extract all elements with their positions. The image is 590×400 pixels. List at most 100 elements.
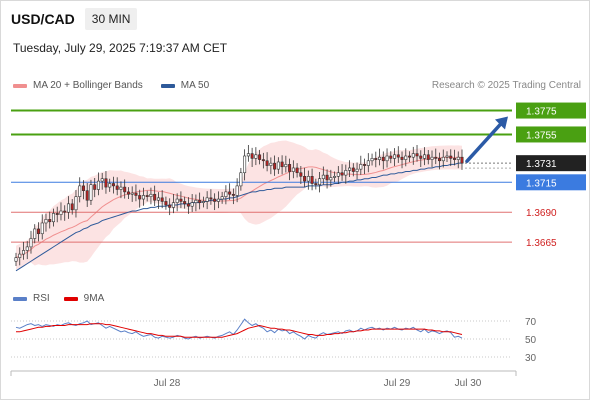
candle-body xyxy=(138,195,142,200)
candle-body xyxy=(44,219,48,224)
candle xyxy=(389,151,393,164)
current-price-bg xyxy=(516,155,586,172)
rsi-tick-label: 30 xyxy=(525,353,537,364)
candle-body xyxy=(250,153,254,159)
candle xyxy=(29,230,33,254)
candle-body xyxy=(40,222,44,235)
candle-body xyxy=(70,203,74,211)
candle-body xyxy=(408,155,412,158)
candle-body xyxy=(145,195,149,197)
candle xyxy=(239,167,243,191)
candle xyxy=(378,148,382,166)
legend-rsi-ma: 9MA xyxy=(63,293,105,304)
candle xyxy=(186,197,190,214)
candle-body xyxy=(336,172,340,177)
candle-body xyxy=(381,156,385,162)
candle xyxy=(205,191,209,210)
timeframe-badge[interactable]: 30 MIN xyxy=(84,8,138,30)
level-label-bg-1 xyxy=(516,126,586,143)
rsi-ma-line xyxy=(16,323,463,338)
legend-ma50-label: MA 50 xyxy=(180,80,210,91)
candle xyxy=(111,176,115,194)
candle-body xyxy=(85,190,89,201)
candle-body xyxy=(404,155,408,160)
candle xyxy=(48,211,52,229)
candle-body xyxy=(393,154,397,159)
candle-body xyxy=(288,164,292,172)
candle xyxy=(104,171,108,194)
candle-body xyxy=(269,162,273,166)
candle xyxy=(456,151,460,169)
candle xyxy=(100,172,104,190)
candle xyxy=(243,149,247,181)
candle xyxy=(404,148,408,167)
candle xyxy=(108,178,112,192)
legend-ma50-swatch xyxy=(160,83,175,88)
candle xyxy=(445,151,449,162)
candle xyxy=(89,179,93,206)
level-label-3: 1.3690 xyxy=(526,208,557,219)
candle xyxy=(441,149,445,168)
candle-body xyxy=(400,156,404,160)
chart-header: USD/CAD 30 MIN xyxy=(11,8,138,30)
candle-body xyxy=(36,228,40,235)
candle-body xyxy=(265,160,269,166)
candle-body xyxy=(423,154,427,159)
rsi-legend: RSI 9MA xyxy=(13,293,118,304)
candle-body xyxy=(385,155,389,162)
candle xyxy=(145,190,149,202)
candle-body xyxy=(130,192,134,195)
candle xyxy=(280,155,284,175)
candle-body xyxy=(186,203,190,207)
candle-body xyxy=(14,257,18,262)
candle-body xyxy=(134,192,138,196)
candle xyxy=(246,144,250,162)
candle-body xyxy=(449,155,453,159)
candle-body xyxy=(33,228,37,239)
rsi-tick-label: 70 xyxy=(525,317,537,328)
candle xyxy=(201,196,205,208)
candle xyxy=(51,208,55,227)
candle-body xyxy=(183,201,187,205)
candle xyxy=(70,199,74,215)
forecast-arrow-shaft xyxy=(465,120,504,163)
candle xyxy=(59,202,63,221)
bollinger-band xyxy=(16,140,462,270)
legend-rsi-swatch xyxy=(13,296,27,301)
candle-body xyxy=(445,155,449,158)
candle xyxy=(254,147,258,166)
legend-rsi-ma-label: 9MA xyxy=(83,293,105,304)
candle xyxy=(325,169,329,189)
candle xyxy=(153,185,157,206)
candle xyxy=(430,150,434,168)
candle xyxy=(381,151,385,170)
candle xyxy=(216,191,220,209)
candle xyxy=(228,183,232,201)
candle-body xyxy=(333,176,337,178)
candle xyxy=(276,157,280,174)
level-label-0: 1.3775 xyxy=(526,107,557,118)
candle xyxy=(141,187,145,206)
candle xyxy=(321,166,325,185)
forecast-arrow-head xyxy=(495,116,508,130)
candle xyxy=(21,241,25,260)
candle-body xyxy=(66,203,70,213)
candle-body xyxy=(126,191,130,195)
candle-body xyxy=(198,199,202,203)
candle-body xyxy=(213,198,217,202)
candle xyxy=(261,152,265,169)
candle xyxy=(55,206,59,223)
candle xyxy=(183,196,187,209)
candle-body xyxy=(419,155,423,159)
candle xyxy=(348,160,352,178)
candle xyxy=(149,187,153,205)
candle xyxy=(318,172,322,193)
candle xyxy=(438,152,442,170)
candle xyxy=(198,192,202,210)
candle xyxy=(333,171,337,183)
candle-body xyxy=(246,153,250,157)
candle xyxy=(14,252,18,267)
candle-body xyxy=(25,246,29,251)
candle-body xyxy=(280,161,284,168)
